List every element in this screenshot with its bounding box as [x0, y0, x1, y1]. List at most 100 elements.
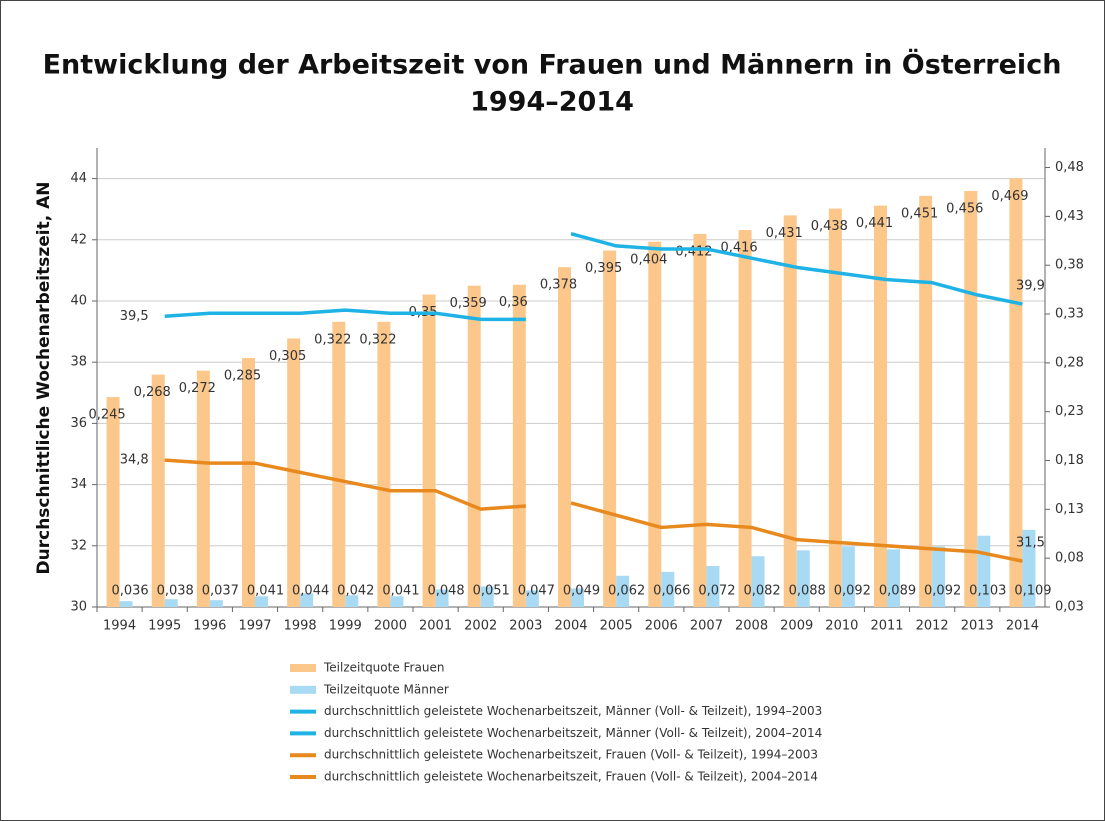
data-label: 0,359 — [450, 296, 487, 311]
bar — [422, 294, 436, 607]
data-label: 0,272 — [179, 381, 216, 396]
data-label: 0,322 — [359, 332, 396, 347]
bar — [751, 556, 765, 607]
data-label: 0,103 — [969, 584, 1006, 599]
x-tick-label: 1999 — [329, 619, 362, 634]
y2-tick-label: 0,08 — [1055, 551, 1084, 566]
x-tick-label: 2012 — [916, 619, 949, 634]
x-tick-label: 2010 — [825, 619, 858, 634]
bar — [106, 397, 120, 607]
x-tick-label: 2014 — [1006, 619, 1039, 634]
bar — [648, 241, 662, 608]
data-label: 0,066 — [653, 584, 690, 599]
y-axis-label: Durchschnittliche Wochenarbeitszeit, AN — [34, 182, 54, 575]
data-label: 0,089 — [879, 584, 916, 599]
data-label: 0,441 — [856, 216, 893, 231]
y2-tick-label: 0,33 — [1055, 307, 1084, 322]
data-label: 0,378 — [540, 278, 577, 293]
data-label: 0,041 — [247, 584, 284, 599]
data-label: 0,044 — [292, 584, 329, 599]
data-label: 0,404 — [630, 252, 667, 267]
data-label: 0,037 — [202, 584, 239, 599]
data-label: 0,047 — [518, 584, 555, 599]
data-label: 0,082 — [743, 584, 780, 599]
y-tick-label: 34 — [70, 477, 87, 492]
data-label: 0,245 — [88, 408, 125, 423]
bar — [693, 233, 707, 607]
legend-label: Teilzeitquote Frauen — [323, 661, 444, 675]
y2-tick-label: 0,28 — [1055, 355, 1084, 370]
data-label: 0,092 — [834, 584, 871, 599]
y-tick-label: 44 — [70, 171, 87, 186]
bar — [964, 190, 978, 607]
y-tick-label: 42 — [70, 232, 87, 247]
bar — [512, 284, 526, 607]
bar — [571, 588, 584, 607]
x-tick-label: 2004 — [554, 619, 587, 634]
data-label: 0,042 — [337, 584, 374, 599]
bar — [151, 374, 165, 607]
data-label: 0,268 — [134, 385, 171, 400]
bar — [242, 357, 255, 607]
data-label: 0,092 — [924, 584, 961, 599]
bar — [345, 595, 359, 607]
y-tick-label: 40 — [70, 294, 87, 309]
x-tick-label: 2001 — [419, 619, 452, 634]
x-tick-label: 2008 — [735, 619, 768, 634]
data-label: 0,048 — [427, 584, 464, 599]
data-label: 0,036 — [111, 584, 148, 599]
x-tick-label: 2006 — [645, 619, 678, 634]
data-label: 0,062 — [608, 584, 645, 599]
data-label: 39,5 — [120, 309, 149, 324]
legend-label: Teilzeitquote Männer — [323, 682, 449, 696]
bar — [390, 596, 404, 607]
x-tick-label: 2011 — [870, 619, 903, 634]
x-tick-label: 1994 — [103, 619, 136, 634]
x-tick-label: 2000 — [374, 619, 407, 634]
bar — [164, 599, 178, 607]
bar — [887, 549, 900, 607]
data-label: 34,8 — [120, 453, 149, 468]
x-tick-label: 2002 — [464, 619, 497, 634]
bar — [796, 550, 810, 607]
bar — [1022, 529, 1036, 607]
y-tick-label: 36 — [70, 416, 87, 431]
x-tick-label: 2003 — [509, 619, 542, 634]
chart-title: Entwicklung der Arbeitszeit von Frauen u… — [43, 48, 1062, 81]
bar — [616, 575, 630, 607]
data-label: 0,395 — [585, 261, 622, 276]
bar — [603, 250, 617, 608]
y2-tick-label: 0,43 — [1055, 209, 1084, 224]
legend-swatch — [290, 664, 316, 672]
line — [164, 308, 526, 322]
legend-label: durchschnittlich geleistete Wochenarbeit… — [324, 748, 818, 762]
legend-label: durchschnittlich geleistete Wochenarbeit… — [324, 726, 822, 740]
bar — [558, 267, 571, 607]
bar — [332, 321, 346, 607]
y-tick-label: 30 — [70, 600, 87, 615]
line — [570, 501, 1023, 563]
y2-tick-label: 0,23 — [1055, 404, 1084, 419]
data-label: 0,322 — [314, 332, 351, 347]
x-tick-label: 1998 — [284, 619, 317, 634]
legend-swatch — [290, 685, 316, 694]
bar — [300, 593, 314, 607]
bar — [209, 600, 223, 607]
bar — [919, 195, 933, 607]
y2-tick-label: 0,18 — [1055, 453, 1084, 468]
data-label: 0,072 — [698, 584, 735, 599]
x-tick-label: 1996 — [193, 619, 226, 634]
data-label: 0,412 — [675, 244, 712, 259]
data-label: 39,9 — [1016, 279, 1045, 294]
bar — [480, 586, 494, 607]
bar — [435, 589, 449, 607]
bar — [738, 230, 752, 607]
x-tick-label: 1995 — [148, 619, 181, 634]
bar — [828, 208, 842, 607]
data-label: 0,285 — [224, 368, 261, 383]
bar — [706, 565, 720, 607]
data-label: 0,109 — [1014, 584, 1051, 599]
x-tick-label: 2013 — [961, 619, 994, 634]
